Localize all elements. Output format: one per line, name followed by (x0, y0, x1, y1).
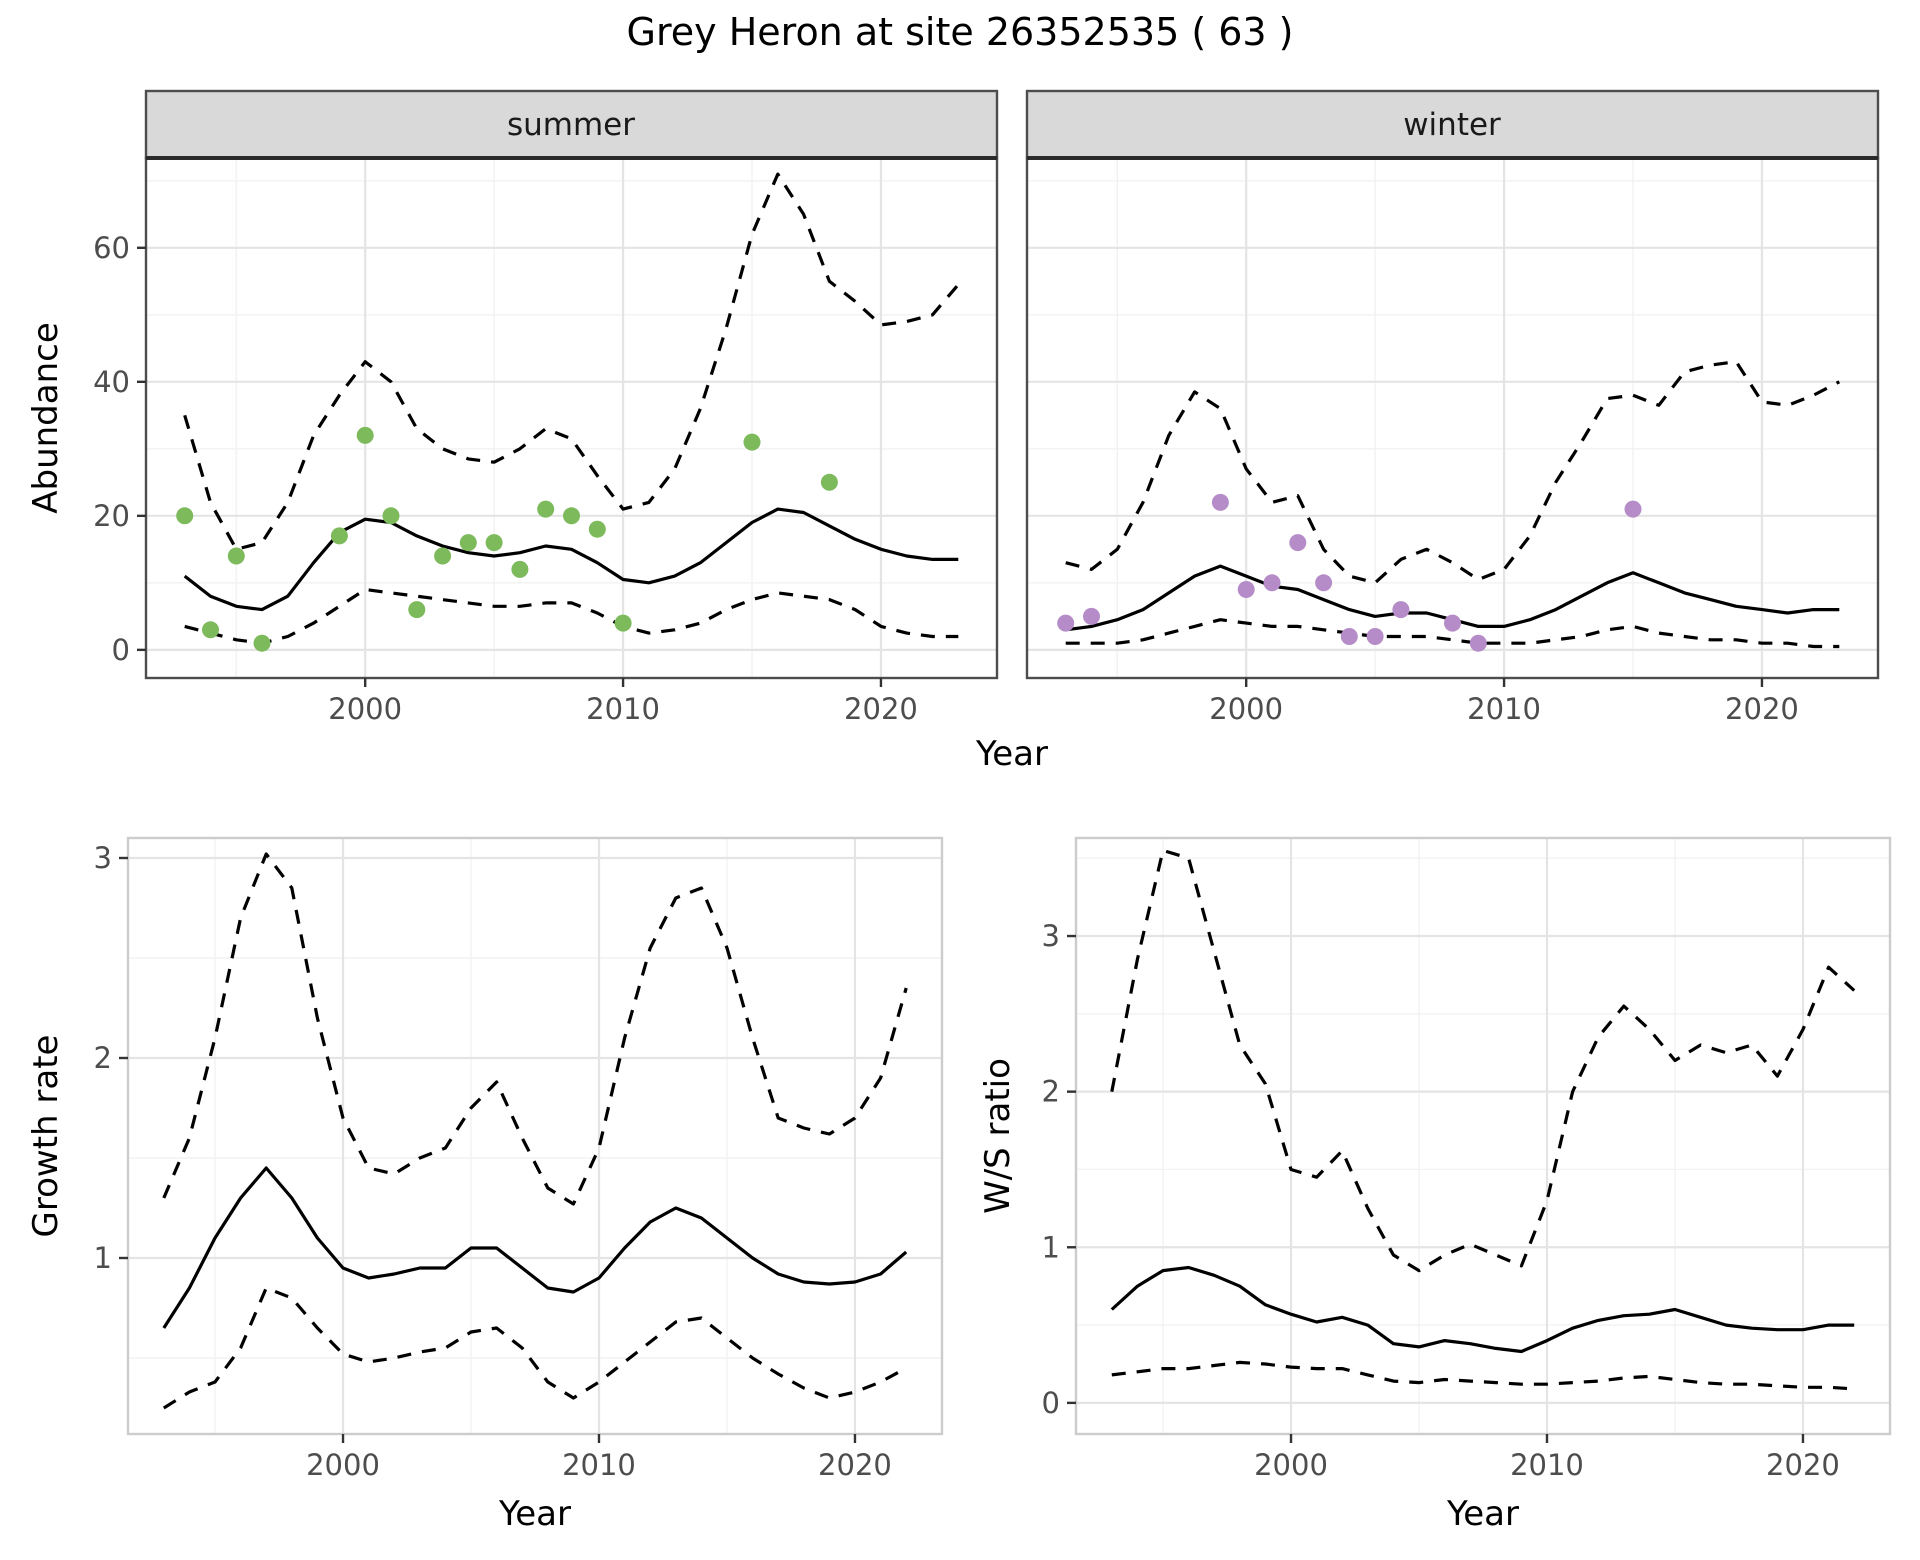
data-point (408, 601, 426, 619)
x-tick-label: 2000 (1254, 1448, 1328, 1482)
facet-label-winter: winter (1403, 107, 1501, 143)
x-tick-label: 2020 (818, 1448, 892, 1482)
chart-title: Grey Heron at site 26352535 ( 63 ) (626, 10, 1294, 54)
data-point (614, 614, 632, 632)
data-point (1237, 581, 1255, 598)
x-tick-label: 2000 (1209, 692, 1283, 726)
data-point (588, 520, 606, 538)
data-point (537, 500, 555, 518)
panel-border (126, 836, 944, 1436)
y-tick-label: 1 (1042, 1230, 1060, 1264)
data-point (1289, 534, 1307, 552)
y-tick-label: 40 (93, 365, 130, 399)
series-model-fit (183, 507, 959, 612)
x-tick-label: 2020 (1766, 1448, 1840, 1482)
data-point (382, 507, 400, 525)
series-ci-upper (162, 852, 908, 1206)
series-ci-upper (1110, 848, 1856, 1273)
y-tick-label: 1 (94, 1241, 112, 1275)
y-tick-label: 3 (1042, 919, 1060, 953)
data-point (1624, 500, 1642, 518)
y-axis-label-abundance: Abundance (26, 322, 66, 514)
panel-abundance-winter: 2000 2010 2020 (1025, 89, 1880, 726)
y-tick-label: 2 (1042, 1075, 1060, 1109)
y-axis-label-growth-rate: Growth rate (26, 1034, 66, 1238)
data-point (1057, 614, 1075, 632)
series-model-fit (1110, 1265, 1855, 1354)
data-point (1392, 601, 1410, 619)
data-point (1315, 574, 1333, 592)
series-ci-lower (1065, 618, 1840, 649)
data-point (1469, 634, 1487, 652)
series-ci-lower (162, 1286, 907, 1410)
data-point (1083, 607, 1100, 625)
data-point (176, 507, 194, 525)
facet-strip (144, 89, 999, 160)
x-axis-label-year-ws: Year (1447, 1494, 1519, 1534)
x-tick-label: 2020 (844, 692, 918, 726)
data-point (563, 507, 580, 525)
panel-ws-ratio: 2000 2010 2020 0 1 2 3 (1042, 836, 1892, 1482)
panel-background (128, 838, 942, 1434)
y-tick-label: 20 (93, 499, 130, 533)
data-point (1263, 574, 1281, 592)
x-tick-label: 2000 (306, 1448, 380, 1482)
data-point (1444, 614, 1461, 632)
panel-border (1074, 836, 1892, 1436)
panel-background (146, 158, 997, 678)
series-ci-upper (1065, 360, 1841, 585)
observed-counts-summer (176, 426, 838, 652)
data-point (820, 473, 838, 491)
data-point (356, 426, 374, 444)
data-point (253, 634, 271, 652)
x-axis-label-year-growth: Year (499, 1494, 571, 1534)
facet-label-summer: summer (506, 107, 636, 143)
data-point (743, 433, 761, 451)
data-point (434, 547, 452, 565)
observed-counts-winter (1057, 493, 1642, 652)
x-tick-label: 2010 (1510, 1448, 1584, 1482)
data-point (485, 534, 503, 552)
data-point (1211, 493, 1229, 511)
panel-abundance-summer: 2000 2010 2020 0 20 40 60 (93, 89, 999, 726)
data-point (1366, 628, 1384, 645)
panel-growth-rate: 2000 2010 2020 1 2 3 (94, 836, 944, 1482)
data-point (330, 527, 348, 545)
series-model-fit (162, 1166, 908, 1329)
data-point (459, 534, 477, 552)
panel-background (1027, 158, 1878, 678)
y-tick-label: 3 (94, 841, 112, 875)
y-tick-label: 0 (1042, 1386, 1060, 1420)
x-tick-label: 2000 (328, 692, 402, 726)
y-tick-label: 0 (112, 633, 130, 667)
x-tick-label: 2010 (1467, 692, 1541, 726)
data-point (227, 547, 245, 565)
series-ci-upper (183, 172, 960, 551)
y-tick-label: 2 (94, 1041, 112, 1075)
data-point (1340, 628, 1358, 645)
x-tick-label: 2010 (562, 1448, 636, 1482)
x-tick-label: 2010 (586, 692, 660, 726)
x-axis-label-year-top: Year (976, 734, 1048, 774)
x-tick-label: 2020 (1725, 692, 1799, 726)
series-ci-lower (184, 587, 959, 645)
data-point (511, 560, 529, 578)
y-axis-label-ws-ratio: W/S ratio (978, 1058, 1018, 1214)
data-point (202, 621, 219, 639)
y-tick-label: 60 (93, 231, 130, 265)
